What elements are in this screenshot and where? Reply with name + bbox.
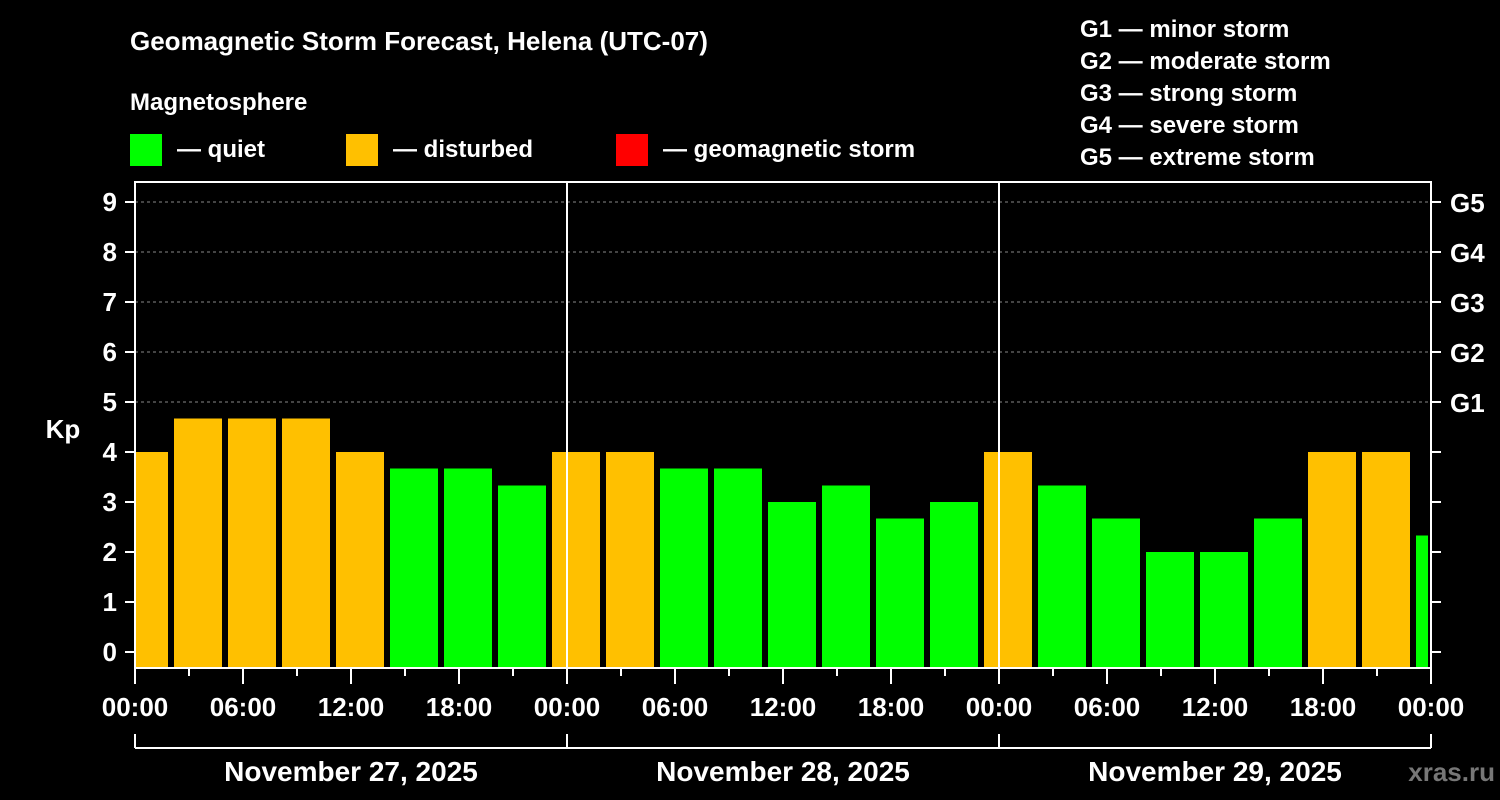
x-tick-label: 00:00	[966, 692, 1033, 722]
kp-bar	[228, 418, 276, 668]
y-tick-label: 7	[103, 287, 117, 317]
legend-label: — disturbed	[393, 136, 533, 163]
kp-bar	[336, 452, 384, 668]
kp-bar	[876, 518, 924, 668]
y-tick-label: 9	[103, 187, 117, 217]
x-tick-label: 18:00	[858, 692, 925, 722]
kp-bar	[768, 502, 816, 668]
kp-bar	[822, 485, 870, 668]
chart-title: Geomagnetic Storm Forecast, Helena (UTC-…	[130, 26, 708, 56]
legend-title: Magnetosphere	[130, 89, 307, 116]
x-tick-label: 06:00	[642, 692, 709, 722]
kp-bar	[1200, 552, 1248, 668]
x-tick-label: 18:00	[426, 692, 493, 722]
date-label: November 29, 2025	[1088, 756, 1342, 787]
x-tick-label: 18:00	[1290, 692, 1357, 722]
x-tick-label: 12:00	[318, 692, 385, 722]
kp-bar	[136, 452, 168, 668]
kp-bar	[984, 452, 1032, 668]
g-tick-label: G5	[1450, 188, 1485, 218]
kp-bar	[444, 468, 492, 668]
y-tick-label: 8	[103, 237, 117, 267]
x-tick-label: 12:00	[1182, 692, 1249, 722]
g-tick-label: G2	[1450, 338, 1485, 368]
legend-label: — quiet	[177, 136, 265, 163]
g-scale-item: G3 — strong storm	[1080, 80, 1297, 107]
g-scale-item: G2 — moderate storm	[1080, 48, 1331, 75]
y-tick-label: 0	[103, 637, 117, 667]
kp-bar	[1362, 452, 1410, 668]
y-axis-label: Kp	[46, 414, 81, 444]
legend-swatch	[346, 134, 378, 166]
kp-bar	[1416, 535, 1428, 668]
y-tick-label: 6	[103, 337, 117, 367]
g-tick-label: G4	[1450, 238, 1485, 268]
kp-bar	[174, 418, 222, 668]
kp-bar	[552, 452, 600, 668]
kp-bar	[498, 485, 546, 668]
g-scale-item: G5 — extreme storm	[1080, 144, 1315, 171]
kp-bar	[390, 468, 438, 668]
kp-bar	[1038, 485, 1086, 668]
kp-bar	[660, 468, 708, 668]
g-tick-label: G1	[1450, 388, 1485, 418]
x-tick-label: 00:00	[1398, 692, 1465, 722]
kp-bar	[930, 502, 978, 668]
x-tick-label: 00:00	[534, 692, 601, 722]
x-tick-label: 06:00	[1074, 692, 1141, 722]
kp-bar	[282, 418, 330, 668]
kp-bar	[1308, 452, 1356, 668]
kp-bar	[1254, 518, 1302, 668]
y-tick-label: 2	[103, 537, 117, 567]
y-tick-label: 5	[103, 387, 117, 417]
kp-bar	[1092, 518, 1140, 668]
g-scale-item: G4 — severe storm	[1080, 112, 1299, 139]
kp-bar	[606, 452, 654, 668]
date-label: November 27, 2025	[224, 756, 478, 787]
legend-swatch	[130, 134, 162, 166]
watermark: xras.ru	[1408, 757, 1495, 787]
legend-swatch	[616, 134, 648, 166]
x-tick-label: 00:00	[102, 692, 169, 722]
g-scale-item: G1 — minor storm	[1080, 16, 1289, 43]
y-tick-label: 1	[103, 587, 117, 617]
kp-bar	[714, 468, 762, 668]
g-tick-label: G3	[1450, 288, 1485, 318]
y-tick-label: 4	[103, 437, 118, 467]
legend-label: — geomagnetic storm	[663, 136, 915, 163]
kp-bar	[1146, 552, 1194, 668]
x-tick-label: 06:00	[210, 692, 277, 722]
y-tick-label: 3	[103, 487, 117, 517]
x-tick-label: 12:00	[750, 692, 817, 722]
date-label: November 28, 2025	[656, 756, 910, 787]
